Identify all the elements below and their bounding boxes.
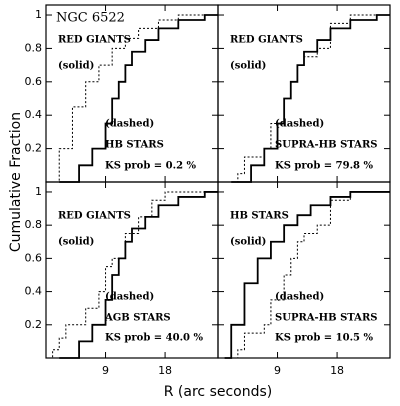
panel-label: (solid) (58, 61, 94, 72)
x-tick-label: 18 (330, 364, 344, 377)
y-tick-label: 0.4 (25, 285, 43, 298)
x-axis-label: R (arc seconds) (164, 384, 273, 400)
panel-label: (solid) (58, 237, 94, 248)
panel-label: (solid) (230, 61, 266, 72)
panel-label: HB STARS (230, 211, 289, 222)
panel-title: NGC 6522 (56, 11, 125, 26)
panel-label: AGB STARS (104, 313, 171, 324)
panel-label: HB STARS (105, 140, 164, 151)
cumulative-curve (52, 14, 218, 183)
y-tick-label: 0.6 (25, 75, 43, 88)
panel-label: KS prob = 0.2 % (105, 161, 197, 172)
cumulative-curve (224, 191, 390, 359)
x-tick-label: 9 (102, 364, 109, 377)
cumulative-curve (59, 14, 218, 183)
panel-label: RED GIANTS (230, 35, 303, 46)
panel-label: SUPRA-HB STARS (275, 140, 377, 151)
x-tick-label: 18 (158, 364, 172, 377)
y-tick-label: 0.4 (25, 108, 43, 121)
panel-label: KS prob = 79.8 % (275, 161, 373, 172)
y-tick-label: 1 (35, 8, 42, 21)
cumulative-curve (224, 191, 390, 359)
y-tick-label: 0.6 (25, 251, 43, 264)
y-tick-label: 0.8 (25, 218, 43, 231)
y-tick-label: 0.8 (25, 41, 43, 54)
panel-label: (dashed) (275, 119, 324, 130)
panel-label: KS prob = 10.5 % (275, 333, 373, 344)
x-tick-label: 9 (274, 364, 281, 377)
panel-label: (solid) (230, 237, 266, 248)
panel-label: KS prob = 40.0 % (105, 333, 203, 344)
panel-frame (45, 4, 219, 183)
panel-label: (dashed) (105, 119, 154, 130)
panel-frame (217, 4, 391, 183)
y-tick-label: 0.2 (25, 142, 43, 155)
y-tick-label: 1 (35, 185, 42, 198)
y-tick-label: 0.2 (25, 318, 43, 331)
panel-label: RED GIANTS (58, 211, 131, 222)
y-axis-label: Cumulative Fraction (8, 112, 24, 252)
cumulative-curve (224, 14, 390, 183)
panel-label: RED GIANTS (58, 35, 131, 46)
panel-label: (dashed) (275, 292, 324, 303)
panel-label: SUPRA-HB STARS (275, 313, 377, 324)
panel-frame (217, 181, 391, 359)
panel-label: (dashed) (105, 292, 154, 303)
